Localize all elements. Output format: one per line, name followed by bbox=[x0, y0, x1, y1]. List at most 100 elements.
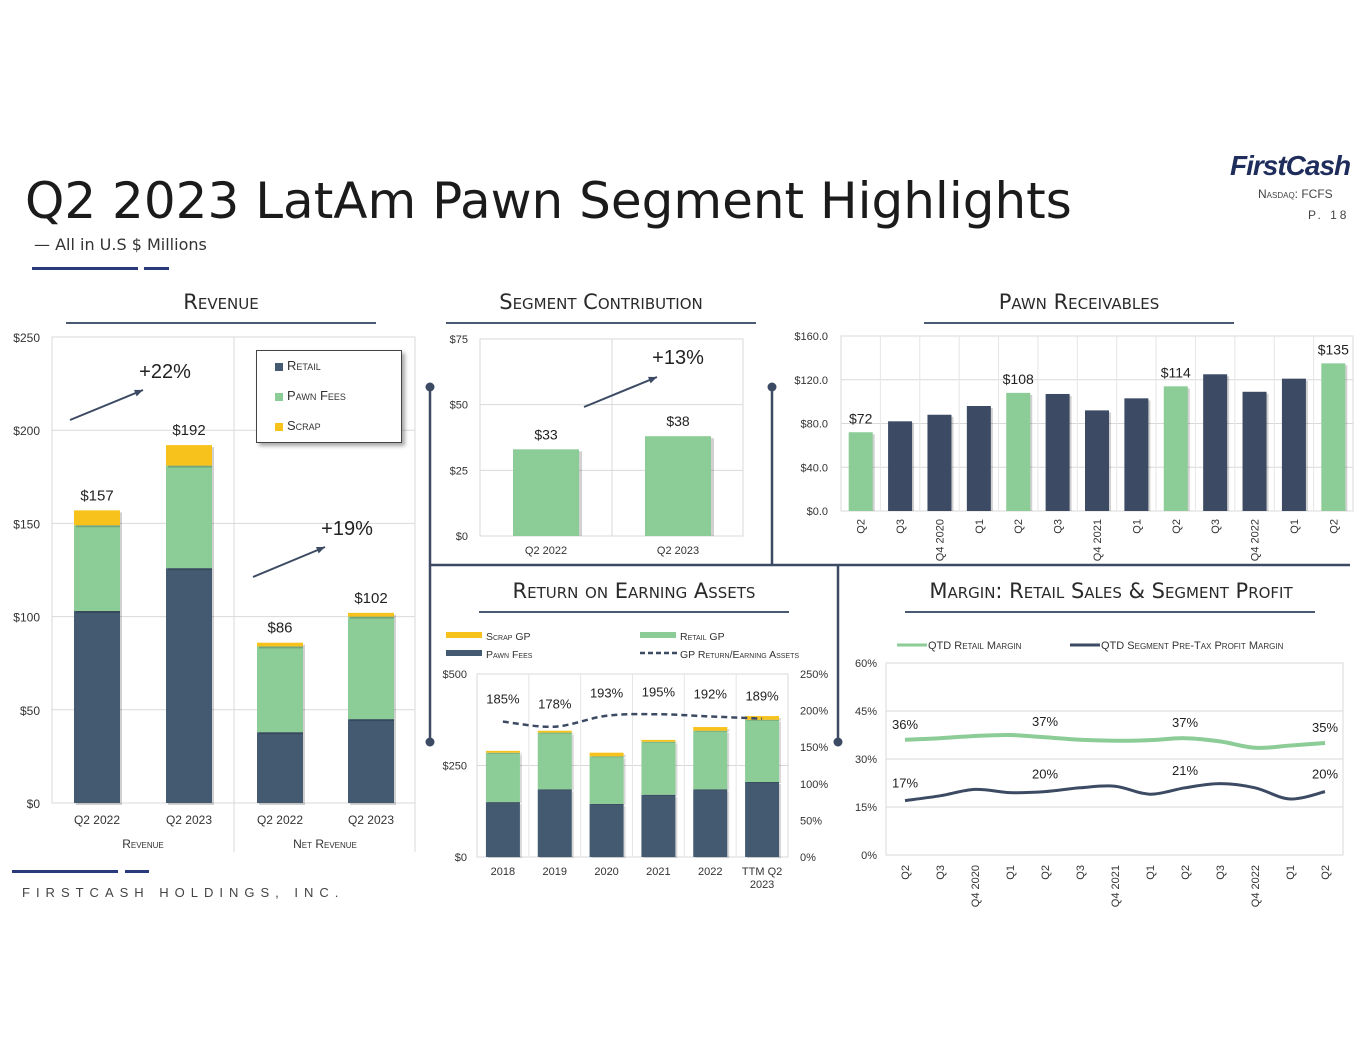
receivables-x-tick: Q3 bbox=[1053, 519, 1065, 534]
receivables-x-tick: Q2 bbox=[1171, 519, 1183, 534]
roea-x-tick: 2022 bbox=[698, 866, 722, 878]
margin-profit-label: 20% bbox=[1032, 767, 1058, 782]
revenue-bar-pawn-fees bbox=[166, 465, 212, 569]
revenue-total-label: $86 bbox=[267, 620, 292, 637]
roea-bar-scrap-gp bbox=[537, 730, 572, 733]
margin-legend-label: QTD Retail Margin bbox=[928, 640, 1022, 652]
legend-label-scrap: Scrap bbox=[287, 418, 321, 433]
receivables-y-tick: $160.0 bbox=[794, 331, 828, 343]
accent-bar-bottom bbox=[12, 870, 118, 873]
receivables-bar-label: $114 bbox=[1161, 364, 1191, 380]
segment-bar bbox=[513, 449, 579, 536]
receivables-bar bbox=[1203, 374, 1228, 511]
receivables-title: Pawn Receivables bbox=[998, 290, 1160, 314]
margin-x-tick: Q2 bbox=[900, 865, 912, 880]
segment-y-tick: $75 bbox=[450, 334, 468, 346]
margin-profit-line bbox=[904, 782, 1326, 803]
receivables-x-tick: Q4 2020 bbox=[934, 519, 946, 561]
roea-line-label: 192% bbox=[694, 686, 728, 701]
receivables-x-tick: Q3 bbox=[895, 519, 907, 534]
revenue-bar-pawn-fees bbox=[257, 646, 303, 733]
roea-x-tick: 2018 bbox=[491, 866, 515, 878]
roea-bar-scrap-gp bbox=[641, 739, 676, 742]
margin-retail-label: 36% bbox=[892, 717, 918, 732]
receivables-x-tick: Q2 bbox=[1013, 519, 1025, 534]
segment-growth-arrow-head bbox=[648, 376, 657, 384]
revenue-x-tick: Q2 2022 bbox=[74, 813, 120, 827]
segment-title-rule bbox=[446, 322, 756, 324]
margin-x-tick: Q2 bbox=[1180, 865, 1192, 880]
revenue-y-tick: $0 bbox=[27, 797, 41, 811]
receivables-x-tick: Q2 bbox=[1328, 519, 1340, 534]
connector-dot bbox=[767, 382, 777, 392]
legend-swatch-retail bbox=[275, 363, 283, 371]
margin-x-tick: Q2 bbox=[1320, 865, 1332, 880]
segment-bar-label: $33 bbox=[534, 426, 558, 442]
roea-line-label: 195% bbox=[642, 684, 676, 699]
revenue-group-label: Revenue bbox=[122, 837, 164, 851]
receivables-bar-label: $108 bbox=[1003, 371, 1034, 387]
revenue-total-label: $157 bbox=[80, 487, 113, 504]
segment-y-tick: $50 bbox=[450, 400, 468, 412]
roea-bar-scrap-gp bbox=[485, 750, 520, 753]
roea-y2-tick: 150% bbox=[800, 742, 828, 754]
roea-chart: Scrap GP Retail GP Pawn Fees GP Return/Earn… bbox=[443, 631, 829, 891]
receivables-y-tick: $40.0 bbox=[800, 462, 828, 474]
roea-bar-pawn-fees bbox=[589, 803, 624, 857]
revenue-bar-retail bbox=[257, 732, 303, 803]
margin-y-tick: 60% bbox=[855, 658, 877, 670]
roea-bar-scrap-gp-shadow bbox=[643, 741, 678, 743]
revenue-y-tick: $50 bbox=[20, 704, 40, 718]
revenue-bar-scrap-shadow bbox=[259, 644, 305, 649]
revenue-x-tick: Q2 2023 bbox=[166, 813, 212, 827]
receivables-x-tick: Q3 bbox=[1210, 519, 1222, 534]
roea-return-line bbox=[502, 712, 763, 729]
roea-line-label: 178% bbox=[538, 697, 572, 712]
receivables-x-tick: Q1 bbox=[1131, 519, 1143, 534]
segment-growth-label: +13% bbox=[652, 347, 704, 369]
roea-bar-pawn-fees bbox=[693, 789, 728, 857]
revenue-growth-arrow bbox=[69, 389, 144, 421]
roea-legend-label: Scrap GP bbox=[486, 631, 531, 643]
margin-x-tick: Q1 bbox=[1285, 865, 1297, 880]
margin-x-tick: Q1 bbox=[1145, 865, 1157, 880]
roea-x-tick: 2020 bbox=[594, 866, 618, 878]
revenue-bar-scrap-shadow bbox=[350, 614, 396, 619]
segment-bar bbox=[645, 436, 711, 536]
revenue-bar-scrap bbox=[166, 445, 212, 466]
receivables-bar bbox=[966, 406, 991, 511]
roea-legend-label: Retail GP bbox=[680, 631, 725, 643]
legend-swatch-scrap bbox=[275, 423, 283, 431]
margin-y-tick: 15% bbox=[855, 802, 877, 814]
ticker: Nasdaq: FCFS bbox=[1258, 187, 1333, 201]
margin-x-tick: Q2 bbox=[1040, 865, 1052, 880]
segment-bar-label: $38 bbox=[666, 413, 690, 429]
revenue-bar-scrap bbox=[257, 642, 303, 647]
margin-chart: QTD Retail Margin QTD Segment Pre-Tax Pro… bbox=[855, 640, 1344, 907]
roea-legend-label: Pawn Fees bbox=[486, 649, 533, 661]
roea-legend-swatch-scrap bbox=[446, 632, 482, 638]
segment-x-tick: Q2 2022 bbox=[525, 545, 567, 557]
revenue-y-tick: $150 bbox=[13, 517, 40, 531]
revenue-y-tick: $200 bbox=[13, 424, 40, 438]
accent-bar-top-short bbox=[144, 267, 169, 270]
roea-bar-scrap-gp-shadow bbox=[487, 752, 522, 754]
receivables-bar bbox=[888, 421, 913, 511]
roea-y-tick: $500 bbox=[443, 669, 467, 681]
roea-bar-scrap-gp bbox=[693, 727, 728, 731]
revenue-bar-retail bbox=[348, 719, 394, 803]
receivables-bar bbox=[1321, 363, 1346, 511]
margin-retail-line bbox=[904, 732, 1326, 750]
receivables-bar bbox=[927, 414, 952, 511]
margin-title-rule bbox=[905, 611, 1315, 613]
legend-swatch-pawn-fees bbox=[275, 393, 283, 401]
roea-title: Return on Earning Assets bbox=[512, 579, 756, 603]
roea-legend-swatch-pawn bbox=[446, 650, 482, 656]
legend-item-pawn-fees: Pawn Fees bbox=[275, 388, 346, 403]
legend-label-pawn-fees: Pawn Fees bbox=[287, 388, 346, 403]
roea-line-label: 193% bbox=[590, 686, 624, 701]
revenue-total-label: $102 bbox=[354, 590, 387, 607]
accent-bar-bottom-short bbox=[125, 870, 149, 873]
roea-y2-tick: 250% bbox=[800, 669, 828, 681]
